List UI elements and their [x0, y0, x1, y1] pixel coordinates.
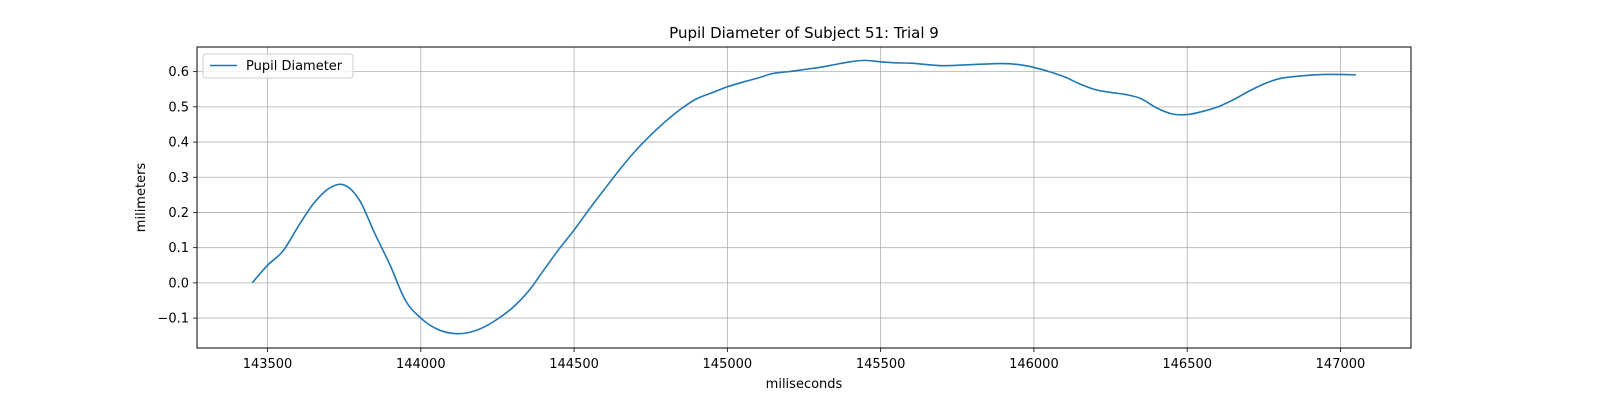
plot-area — [196, 46, 1412, 349]
chart-title: Pupil Diameter of Subject 51: Trial 9 — [669, 24, 939, 42]
y-tick-label: 0.0 — [168, 276, 189, 291]
x-tick-label: 145500 — [856, 357, 906, 372]
x-tick-label: 145000 — [703, 357, 753, 372]
x-tick-label: 143500 — [243, 357, 293, 372]
y-tick-label: 0.5 — [168, 100, 189, 115]
x-tick-label: 146500 — [1162, 357, 1212, 372]
series-layer — [251, 59, 1356, 335]
legend-label: Pupil Diameter — [246, 59, 343, 74]
y-tick-label: 0.4 — [168, 136, 189, 151]
y-tick-label: 0.3 — [168, 171, 189, 186]
grid — [197, 47, 1411, 348]
legend-box — [202, 53, 354, 79]
x-axis-title: miliseconds — [766, 377, 843, 392]
x-tick-label: 144500 — [549, 357, 599, 372]
x-tick-label: 144000 — [396, 357, 446, 372]
ticks: 143500 144000 144500 145000 145500 146000 1465… — [157, 65, 1365, 372]
y-tick-label: −0.1 — [157, 312, 189, 327]
y-tick-label: 0.6 — [168, 65, 189, 80]
x-tick-label: 146000 — [1009, 357, 1059, 372]
y-axis-title: milimeters — [134, 163, 149, 233]
legend: Pupil Diameter — [202, 53, 354, 79]
x-tick-label: 147000 — [1316, 357, 1366, 372]
y-tick-label: 0.2 — [168, 206, 189, 221]
y-tick-label: 0.1 — [168, 241, 189, 256]
series-line-pupil-diameter — [251, 59, 1356, 335]
